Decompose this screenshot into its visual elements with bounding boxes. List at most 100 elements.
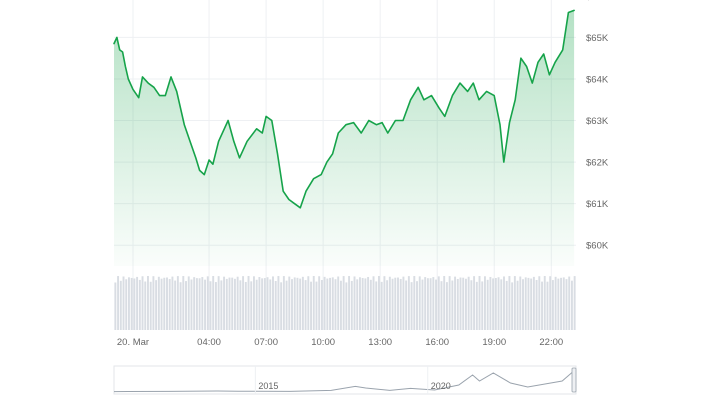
- y-tick-label: $64K: [586, 74, 609, 85]
- volume-bar: [244, 281, 247, 330]
- volume-bar: [345, 282, 348, 330]
- volume-bar: [473, 276, 476, 330]
- volume-bar: [378, 276, 380, 330]
- volume-bar: [454, 276, 457, 330]
- volume-bar: [163, 277, 166, 330]
- volume-bar: [562, 277, 565, 330]
- volume-bar: [263, 278, 266, 330]
- volume-bar: [176, 276, 179, 330]
- volume-bar: [372, 276, 375, 330]
- volume-bar: [291, 279, 293, 330]
- volume-bar: [435, 279, 437, 330]
- volume-bar: [375, 281, 378, 330]
- volume-bar: [361, 278, 364, 330]
- volume-bar: [532, 276, 535, 330]
- volume-bar: [141, 276, 144, 330]
- volume-bar: [250, 281, 253, 330]
- volume-bar: [204, 279, 206, 330]
- volume-bar: [486, 279, 489, 330]
- volume-bar: [383, 276, 386, 330]
- volume-bar: [293, 277, 296, 330]
- volume-bar: [527, 277, 530, 330]
- volume-bar: [459, 277, 462, 330]
- volume-bar: [418, 276, 421, 330]
- volume-bar: [253, 276, 255, 330]
- volume-bar: [277, 276, 280, 330]
- price-line-group: [113, 9, 575, 209]
- volume-bar: [231, 277, 234, 330]
- volume-bar: [261, 278, 264, 330]
- volume-bar: [233, 278, 236, 330]
- volume-bar: [182, 276, 185, 330]
- volume-bar: [451, 280, 454, 330]
- volume-bar: [413, 276, 416, 330]
- volume-bar: [538, 276, 541, 330]
- volume-bar: [274, 280, 277, 330]
- volume-bar: [467, 276, 470, 330]
- volume-bar: [348, 276, 351, 330]
- volume-bar: [358, 277, 361, 330]
- volume-bar: [323, 276, 326, 330]
- navigator[interactable]: 2015 2020: [113, 365, 577, 395]
- volume-bar: [193, 277, 196, 330]
- volume-bar: [326, 278, 329, 330]
- volume-bar: [168, 279, 171, 330]
- volume-bar: [388, 276, 391, 330]
- y-tick-label: $66K: [586, 0, 609, 2]
- volume-bar: [503, 276, 505, 330]
- volume-bar: [144, 281, 147, 330]
- volume-bar: [484, 276, 486, 330]
- volume-bar: [380, 281, 383, 330]
- volume-bar: [505, 280, 508, 330]
- volume-bar: [217, 276, 220, 330]
- volume-bar: [138, 279, 141, 330]
- navigator-tick-label: 2020: [431, 381, 451, 391]
- volume-bar: [399, 278, 402, 330]
- volume-bar: [410, 282, 413, 330]
- x-tick-label: 20. Mar: [117, 337, 149, 348]
- volume-bar: [426, 278, 429, 330]
- volume-bar: [568, 276, 571, 330]
- x-axis: 20. Mar 04:00 07:00 10:00 13:00 16:00 19:00 22:…: [117, 337, 563, 348]
- volume-bar: [312, 276, 315, 330]
- volume-bar: [497, 277, 500, 330]
- volume-bar: [247, 276, 250, 330]
- price-line[interactable]: [113, 9, 575, 209]
- volume-bar: [331, 277, 334, 330]
- volume-bar: [269, 279, 272, 330]
- volume-bar: [171, 276, 174, 330]
- volume-bar: [329, 277, 332, 330]
- volume-bar: [543, 276, 546, 330]
- volume-bar: [119, 280, 122, 330]
- volume-bar: [149, 281, 152, 330]
- volume-bar: [122, 276, 125, 330]
- volume-bar: [282, 276, 285, 330]
- volume-bar: [236, 276, 239, 330]
- volume-bar: [152, 276, 155, 330]
- volume-bar: [147, 276, 149, 330]
- volume-bar: [242, 276, 245, 330]
- y-tick-label: $63K: [586, 116, 609, 127]
- volume-bar: [127, 277, 130, 330]
- volume-bar: [225, 278, 228, 330]
- volume-bar: [481, 281, 484, 330]
- volume-bar: [214, 282, 217, 330]
- volume-bar: [394, 277, 397, 330]
- volume-bar: [296, 277, 299, 330]
- volume-bar: [437, 276, 440, 330]
- volume-bar: [386, 280, 389, 330]
- volume-bar: [356, 279, 359, 330]
- volume-bar: [223, 276, 226, 330]
- volume-bar: [160, 278, 163, 330]
- volume-bar: [307, 276, 310, 330]
- volume-bar: [513, 276, 516, 330]
- navigator-frame: [113, 365, 577, 395]
- volume-bar: [516, 280, 519, 330]
- volume-bar: [337, 276, 340, 330]
- navigator-tick-label: 2015: [258, 381, 278, 391]
- volume-bar: [421, 279, 424, 330]
- volume-bar: [190, 279, 193, 330]
- volume-bar: [195, 278, 198, 330]
- navigator-handle[interactable]: [571, 367, 577, 393]
